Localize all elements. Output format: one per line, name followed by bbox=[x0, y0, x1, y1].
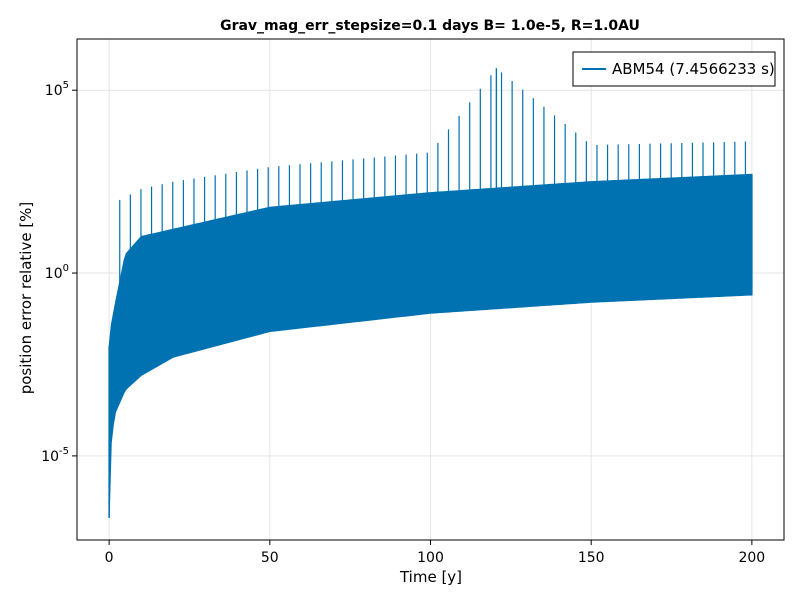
series-band bbox=[108, 173, 753, 519]
x-tick-label: 200 bbox=[738, 550, 765, 566]
y-tick-label: 100 bbox=[45, 263, 69, 282]
legend-box bbox=[572, 51, 776, 87]
series-abm54 bbox=[108, 68, 753, 519]
y-axis: 10-5 100 105 bbox=[41, 80, 77, 465]
y-tick-label: 10-5 bbox=[41, 446, 69, 465]
y-axis-label: position error relative [%] bbox=[17, 202, 35, 395]
x-tick-label: 100 bbox=[417, 550, 444, 566]
x-axis-label: Time [y] bbox=[399, 568, 462, 586]
legend: ABM54 (7.4566233 s) bbox=[572, 51, 776, 87]
legend-label: ABM54 (7.4566233 s) bbox=[612, 60, 775, 78]
x-tick-label: 50 bbox=[261, 550, 279, 566]
x-tick-label: 150 bbox=[578, 550, 605, 566]
x-axis: 0 50 100 150 200 bbox=[105, 540, 765, 566]
y-tick-label: 105 bbox=[45, 80, 69, 99]
x-tick-label: 0 bbox=[105, 550, 114, 566]
chart-title: Grav_mag_err_stepsize=0.1 days B= 1.0e-5… bbox=[220, 18, 640, 34]
